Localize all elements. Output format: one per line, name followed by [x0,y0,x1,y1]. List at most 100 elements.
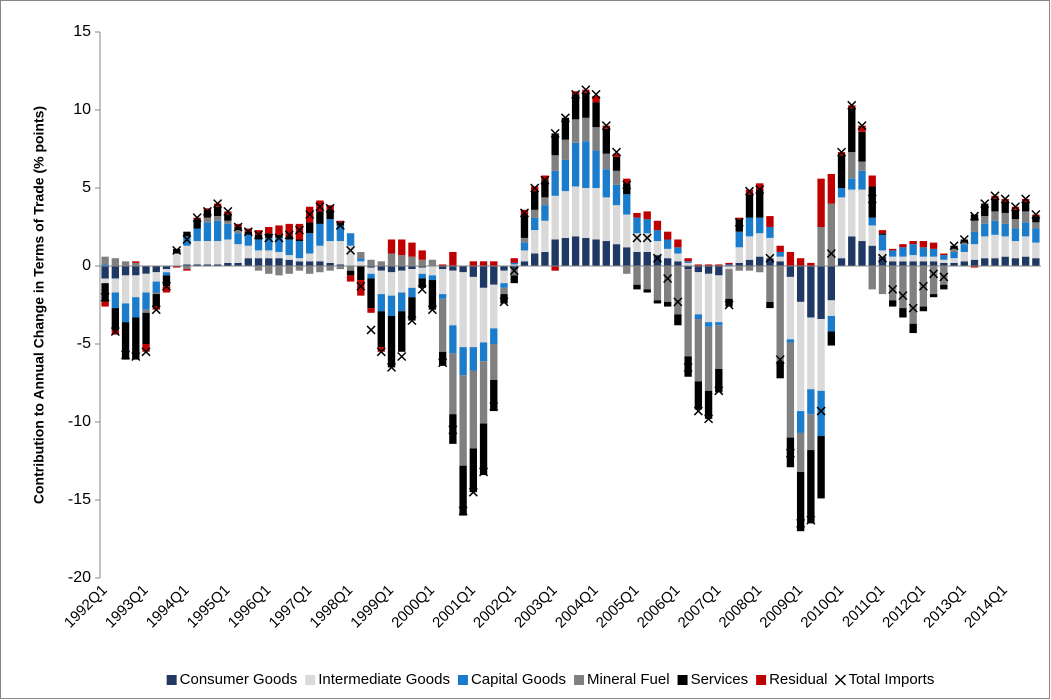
total-marker [867,194,877,204]
bar-segment [694,314,703,320]
bar-segment [643,289,651,293]
bar-segment [254,234,263,240]
bar-segment [152,272,160,282]
bar-segment [663,301,672,307]
bar-segment [592,102,600,128]
bar-segment [970,214,979,221]
total-marker [1000,194,1010,204]
bar-segment [357,266,365,281]
bar-segment [357,258,365,262]
bar-segment [490,266,498,285]
bar-segment [121,275,130,304]
bar-segment [766,266,774,302]
bar-segment [940,253,948,256]
bar-segment [398,311,406,352]
total-marker [519,208,530,218]
bar-segment [121,261,130,266]
bar-segment [612,170,621,185]
bar-segment [766,227,774,238]
bar-segment [981,216,989,224]
bar-segment [612,153,621,157]
bar-segment [582,141,590,188]
bar-segment [745,266,754,271]
total-marker [294,225,304,235]
bar-segment [162,266,171,270]
bar-segment [817,390,825,437]
bar-segment [428,266,437,276]
bar-segment [449,353,457,415]
bar-segment [776,245,784,252]
bar-segment [756,233,764,257]
bar-segment [868,266,876,290]
bar-segment [929,294,938,298]
bar-segment [531,253,539,266]
bar-segment [398,239,406,256]
bar-segment [285,236,293,240]
bar-segment [346,270,355,276]
bar-segment [919,241,928,248]
total-marker [581,85,591,95]
bar-segment [919,261,928,266]
total-marker [202,206,212,216]
bar-segment [950,262,958,266]
legend-label: Consumer Goods [180,671,298,688]
bar-segment [807,262,815,266]
bar-segment [715,264,723,266]
bar-segment [418,278,426,288]
bar-segment [848,152,856,179]
bar-segment [715,275,723,323]
bar-segment [582,188,590,238]
legend-label: Services [691,671,749,688]
bar-segment [817,319,825,391]
bar-segment [377,294,385,312]
bar-segment [520,250,529,262]
bar-segment [408,287,416,298]
total-marker [652,253,662,263]
bar-segment [438,294,447,299]
bar-segment [275,237,283,252]
bar-segment [950,248,958,252]
bar-segment [684,266,692,270]
bar-segment [398,292,406,312]
legend: Consumer Goods Intermediate Goods Capital … [166,671,934,688]
total-marker [663,273,673,284]
bar-segment [490,284,498,329]
bar-segment [500,283,508,288]
bar-segment [449,270,457,326]
total-marker [683,362,693,372]
bar-segment [1001,202,1009,213]
total-marker [489,401,499,411]
total-marker [785,448,795,458]
bar-segment [244,234,252,246]
bar-segment [193,219,201,229]
bar-segment [234,262,242,266]
bar-segment [786,342,795,438]
bar-segment [592,150,600,188]
legend-label: Total Imports [848,671,934,688]
bar-segment [531,230,539,254]
bar-segment [561,159,570,192]
bar-segment [531,191,539,210]
bar-segment [786,339,795,343]
bar-segment [582,117,590,142]
bar-segment [715,322,723,326]
bar-segment [725,266,733,270]
bar-segment [981,223,989,237]
total-marker [151,305,161,315]
bar-segment [878,266,887,295]
bar-segment [1021,211,1030,223]
bar-segment [674,314,682,326]
bar-segment [807,414,815,451]
bar-segment [827,300,836,316]
bar-segment [776,261,784,266]
bar-segment [295,241,304,259]
bar-segment [500,270,508,284]
bar-segment [848,189,856,237]
total-marker [346,245,356,255]
total-marker [939,272,949,282]
bar-segment [674,239,682,248]
bar-segment [326,241,334,263]
total-marker [458,506,468,516]
legend-label: Intermediate Goods [318,671,450,688]
bar-segment [418,273,426,279]
